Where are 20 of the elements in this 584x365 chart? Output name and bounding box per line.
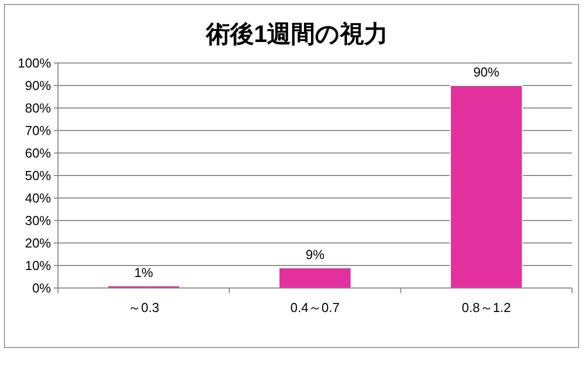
y-tick-label: 100% xyxy=(18,56,52,70)
y-tick-label: 20% xyxy=(24,236,52,250)
data-label: 1% xyxy=(134,264,154,280)
data-label: 90% xyxy=(473,64,500,80)
y-tick-label: 40% xyxy=(24,190,52,206)
y-tick-label: 90% xyxy=(24,78,52,93)
x-tick-label: 0.8～1.2 xyxy=(462,300,511,315)
y-tick-label: 30% xyxy=(24,213,52,228)
y-tick-label: 70% xyxy=(24,123,52,138)
x-tick-label: 0.4～0.7 xyxy=(290,300,340,315)
y-tick-label: 50% xyxy=(24,168,52,183)
chart-title: 術後1週間の視力 xyxy=(204,21,388,48)
data-label: 9% xyxy=(306,246,325,262)
y-tick-label: 0% xyxy=(32,280,52,296)
x-tick-label: ～0.3 xyxy=(128,300,160,315)
y-tick-label: 60% xyxy=(24,146,52,160)
y-tick-label: 80% xyxy=(24,100,52,116)
y-tick-label: 10% xyxy=(24,258,52,273)
bar xyxy=(450,85,523,288)
bar xyxy=(278,267,352,288)
